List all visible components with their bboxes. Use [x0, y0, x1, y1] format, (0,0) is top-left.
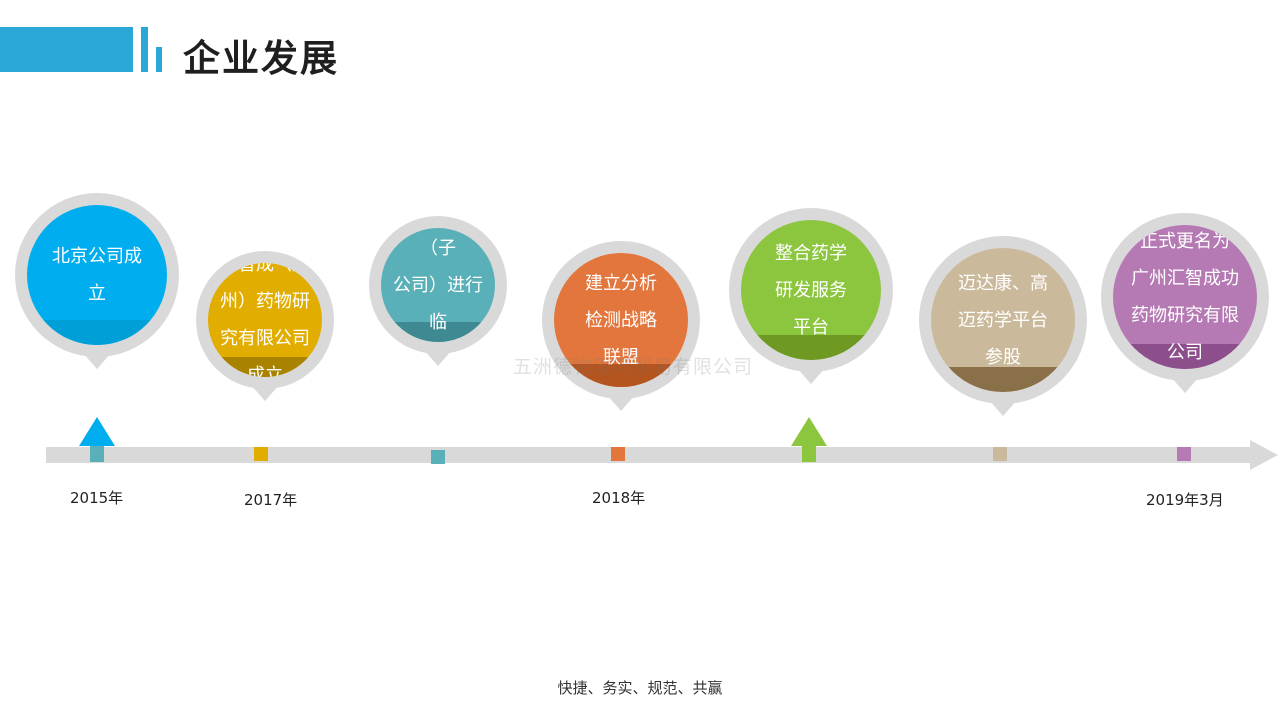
milestone-label: 联合smo（子公司）进行临床研发: [393, 237, 483, 333]
timeline-square-marker: [611, 447, 625, 461]
milestone-label: 汇智成（广 州）药物研 究有限公司 成立: [220, 263, 310, 377]
pin-circle: 建立分析 检测战略 联盟: [554, 253, 688, 387]
timeline-square-marker: [1177, 447, 1191, 461]
milestone-label: 整合药学 研发服务 平台: [775, 242, 847, 338]
timeline-square-marker: [254, 447, 268, 461]
pin-shade: [741, 335, 881, 360]
timeline-arrow-marker: [79, 417, 115, 446]
pin-circle: 北京公司成立: [27, 205, 167, 345]
pin-shade: [381, 322, 495, 342]
header-accent-bar: [0, 27, 133, 72]
header-accent-stripe: [141, 27, 148, 72]
timeline-arrow-stem: [90, 446, 104, 462]
pin-shade: [208, 357, 322, 377]
year-label: 2017年: [244, 491, 298, 509]
year-label: 2019年3月: [1146, 491, 1224, 509]
pin-circle: 正式更名为 广州汇智成功 药物研究有限 公司: [1113, 225, 1257, 369]
milestone-label: 建立分析 检测战略 联盟: [585, 272, 657, 368]
footer-slogan: 快捷、务实、规范、共赢: [557, 679, 723, 697]
timeline-square-marker: [993, 447, 1007, 461]
timeline-arrow-stem: [802, 446, 816, 462]
timeline-axis: [46, 447, 1252, 463]
milestone-label: 北京公司成立: [52, 246, 142, 304]
pin-shade: [27, 320, 167, 345]
page-title: 企业发展: [183, 37, 339, 80]
timeline-square-marker: [431, 450, 445, 464]
pin-shade: [554, 364, 688, 387]
milestone-label: 正式更名为 广州汇智成功 药物研究有限 公司: [1131, 231, 1239, 363]
pin-circle: 联合smo（子公司）进行临床研发: [381, 228, 495, 342]
year-label: 2015年: [70, 489, 124, 507]
year-label: 2018年: [592, 489, 646, 507]
pin-shade: [1113, 344, 1257, 369]
pin-circle: 迈达康、高 迈药学平台 参股: [931, 248, 1075, 392]
header-accent-stripe: [156, 47, 162, 72]
pin-circle: 整合药学 研发服务 平台: [741, 220, 881, 360]
timeline-arrowhead: [1250, 440, 1278, 470]
timeline-arrow-marker: [791, 417, 827, 446]
pin-circle: 汇智成（广 州）药物研 究有限公司 成立: [208, 263, 322, 377]
milestone-label: 迈达康、高 迈药学平台 参股: [958, 272, 1048, 368]
pin-shade: [931, 367, 1075, 392]
